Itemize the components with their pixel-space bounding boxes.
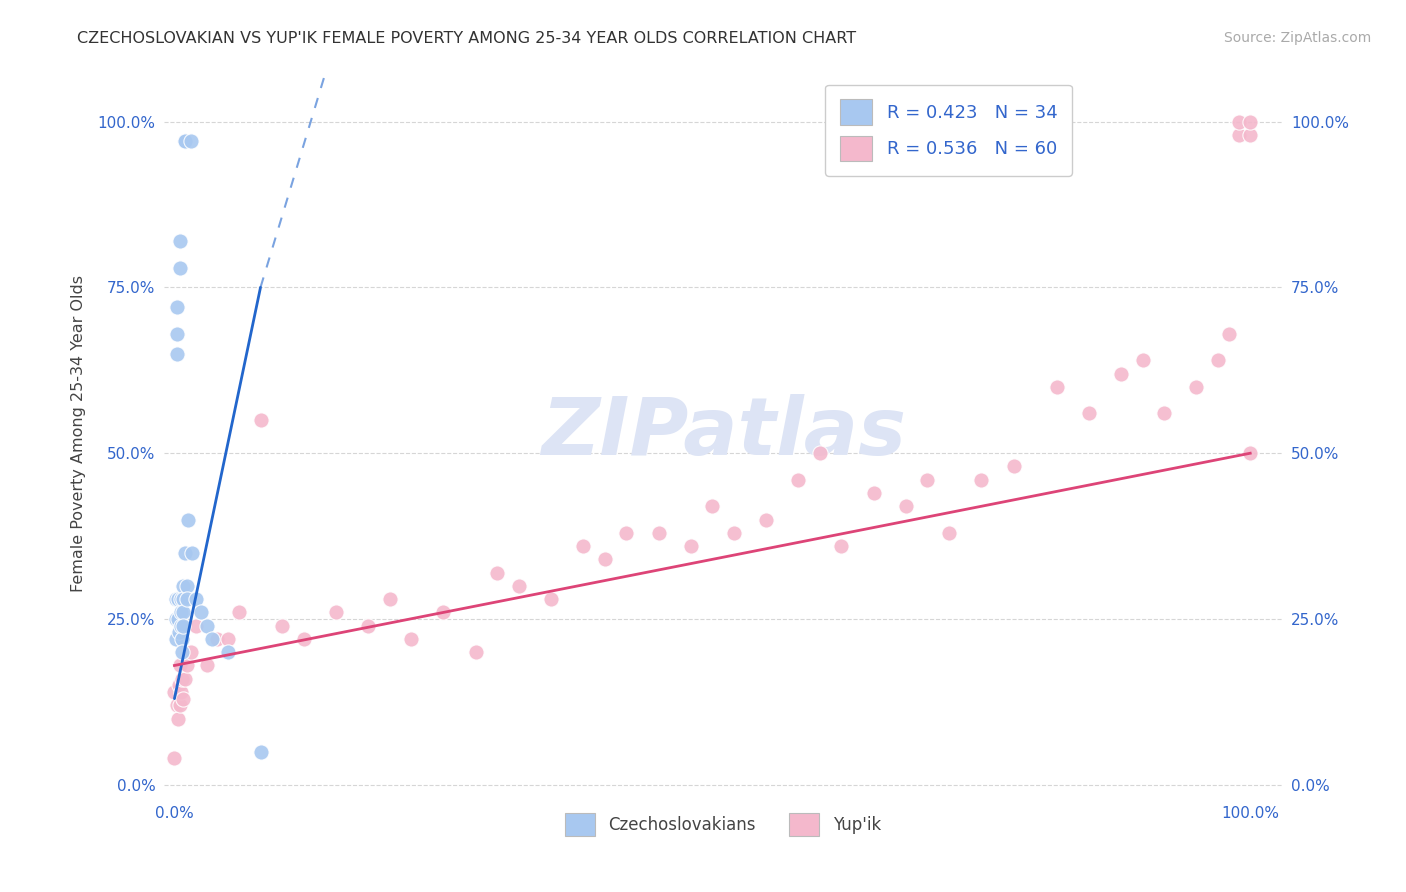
Point [170,645,193,659]
Point [172,606,194,620]
Point [217,645,239,659]
Point [249,413,271,427]
Point [177,512,200,526]
Point [165,632,187,646]
Point [170,632,193,646]
Point [755,512,778,526]
Point [176,658,198,673]
Point [1206,353,1229,368]
Point [167,625,190,640]
Point [169,698,191,713]
Point [166,612,188,626]
Point [174,135,197,149]
Point [1109,367,1132,381]
Text: CZECHOSLOVAKIAN VS YUP'IK FEMALE POVERTY AMONG 25-34 YEAR OLDS CORRELATION CHART: CZECHOSLOVAKIAN VS YUP'IK FEMALE POVERTY… [77,31,856,46]
Point [1239,128,1261,142]
Point [170,672,193,686]
Point [163,751,186,765]
Point [970,473,993,487]
Point [170,618,193,632]
Point [172,691,194,706]
Point [572,539,595,553]
Point [169,260,191,275]
Point [399,632,422,646]
Point [166,698,188,713]
Point [1218,326,1240,341]
Point [207,632,229,646]
Point [201,632,224,646]
Point [938,525,960,540]
Point [1185,380,1208,394]
Point [508,579,530,593]
Point [190,606,212,620]
Text: ZIPatlas: ZIPatlas [540,394,905,473]
Point [1077,406,1099,420]
Point [378,592,401,607]
Point [1153,406,1175,420]
Point [170,592,193,607]
Point [271,618,294,632]
Point [1239,114,1261,128]
Point [172,592,194,607]
Point [174,672,197,686]
Point [172,579,194,593]
Point [170,685,193,699]
Point [176,592,198,607]
Point [166,712,188,726]
Point [180,135,202,149]
Point [195,618,218,632]
Point [679,539,702,553]
Point [647,525,669,540]
Point [1132,353,1154,368]
Point [166,347,188,361]
Point [787,473,810,487]
Point [292,632,315,646]
Point [1229,114,1251,128]
Point [167,678,190,692]
Point [184,592,207,607]
Point [1239,446,1261,460]
Point [894,500,917,514]
Point [917,473,939,487]
Point [169,658,191,673]
Point [432,606,454,620]
Point [464,645,486,659]
Point [1045,380,1067,394]
Point [217,632,239,646]
Point [540,592,562,607]
Point [176,579,198,593]
Point [1229,128,1251,142]
Point [1002,459,1025,474]
Point [614,525,637,540]
Point [165,612,187,626]
Point [228,606,250,620]
Point [593,552,616,566]
Point [723,525,745,540]
Text: Source: ZipAtlas.com: Source: ZipAtlas.com [1223,31,1371,45]
Point [174,135,197,149]
Point [357,618,380,632]
Point [172,618,194,632]
Point [195,658,218,673]
Point [830,539,852,553]
Point [325,606,347,620]
Point [166,326,188,341]
Point [184,618,207,632]
Point [166,301,188,315]
Point [808,446,831,460]
Point [180,645,202,659]
Point [862,486,884,500]
Point [486,566,509,580]
Point [165,592,187,607]
Point [169,234,191,248]
Point [702,500,724,514]
Point [170,606,193,620]
Point [180,546,202,560]
Point [166,592,188,607]
Legend: Czechoslovakians, Yup'ik: Czechoslovakians, Yup'ik [557,805,889,845]
Point [174,546,197,560]
Y-axis label: Female Poverty Among 25-34 Year Olds: Female Poverty Among 25-34 Year Olds [72,275,86,591]
Point [249,745,271,759]
Point [163,685,186,699]
